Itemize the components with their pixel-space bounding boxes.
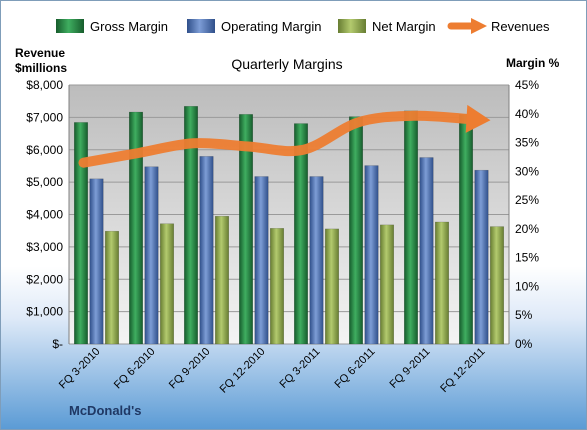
legend-label-net-margin: Net Margin <box>372 19 436 34</box>
gross-margin-bar <box>349 116 363 345</box>
left-tick-label: $1,000 <box>26 305 63 319</box>
left-tick-label: $5,000 <box>26 175 63 189</box>
gross-margin-bar <box>129 111 143 345</box>
left-tick-label: $6,000 <box>26 143 63 157</box>
net-margin-bar <box>325 228 339 345</box>
net-margin-bar <box>105 230 119 345</box>
category-labels: FQ 3-2010 FQ 6-2010 FQ 9-2010 FQ 12-2010 FQ … <box>57 346 488 396</box>
net-margin-bar <box>160 223 174 345</box>
left-tick-label: $- <box>52 337 63 351</box>
category-label: FQ 9-2011 <box>388 346 433 391</box>
category-label: FQ 12-2011 <box>438 346 487 395</box>
right-axis-title: Margin % <box>506 56 560 70</box>
right-tick-label: 20% <box>515 222 539 236</box>
left-axis-title-line2: $millions <box>15 61 67 75</box>
operating-margin-bar <box>199 156 214 345</box>
operating-margin-bar <box>419 157 434 345</box>
right-tick-label: 10% <box>515 279 539 293</box>
legend-swatch-net-margin <box>338 19 366 33</box>
category-label: FQ 9-2010 <box>167 346 213 392</box>
category-label: FQ 12-2010 <box>218 346 268 396</box>
left-tick-label: $8,000 <box>26 78 63 92</box>
right-tick-label: 35% <box>515 136 539 150</box>
legend-swatch-operating-margin <box>187 19 215 33</box>
net-margin-bar <box>270 228 284 345</box>
category-label: FQ 6-2010 <box>112 346 158 392</box>
right-tick-label: 45% <box>515 78 539 92</box>
gross-margin-bar <box>404 110 418 345</box>
right-tick-label: 0% <box>515 337 533 351</box>
operating-margin-bar <box>474 169 489 345</box>
revenue-line <box>78 104 491 168</box>
right-axis-ticks: 0% 5% 10% 15% 20% 25% 30% 35% 40% 45% <box>515 78 539 351</box>
right-tick-label: 25% <box>515 193 539 207</box>
bars <box>74 106 504 345</box>
right-tick-label: 40% <box>515 107 539 121</box>
gross-margin-bar <box>184 106 198 345</box>
revenue-line-path <box>78 110 474 168</box>
gross-margin-bar <box>294 123 308 345</box>
operating-margin-bar <box>89 178 104 345</box>
legend-swatch-gross-margin <box>56 19 84 33</box>
left-tick-label: $4,000 <box>26 208 63 222</box>
operating-margin-bar <box>254 176 269 345</box>
net-margin-bar <box>215 215 229 345</box>
operating-margin-bar <box>364 165 379 345</box>
net-margin-bar <box>380 224 394 345</box>
left-tick-label: $2,000 <box>26 272 63 286</box>
left-axis-title-line1: Revenue <box>15 46 65 60</box>
legend: Gross Margin Operating Margin Net Margin… <box>56 18 550 34</box>
legend-arrowhead-revenues <box>471 18 487 34</box>
net-margin-bar <box>490 226 504 345</box>
left-tick-label: $7,000 <box>26 110 63 124</box>
right-tick-label: 5% <box>515 308 533 322</box>
net-margin-bar <box>435 221 449 345</box>
gross-margin-bar <box>239 114 253 345</box>
gross-margin-bar <box>74 122 88 345</box>
right-tick-label: 15% <box>515 251 539 265</box>
chart-title: Quarterly Margins <box>231 56 342 72</box>
operating-margin-bar <box>309 176 324 345</box>
category-label: FQ 3-2010 <box>57 346 103 392</box>
category-label: FQ 3-2011 <box>278 346 323 391</box>
left-tick-label: $3,000 <box>26 240 63 254</box>
brand-footer: McDonald's <box>69 403 141 418</box>
revenue-arrowhead <box>465 104 491 133</box>
legend-label-operating-margin: Operating Margin <box>221 19 321 34</box>
category-label: FQ 6-2011 <box>333 346 378 391</box>
legend-label-gross-margin: Gross Margin <box>90 19 168 34</box>
right-tick-label: 30% <box>515 164 539 178</box>
left-axis-ticks: $- $1,000 $2,000 $3,000 $4,000 $5,000 $6,000 $7… <box>26 78 63 351</box>
legend-label-revenues: Revenues <box>491 19 550 34</box>
operating-margin-bar <box>144 166 159 345</box>
gross-margin-bar <box>459 114 473 345</box>
